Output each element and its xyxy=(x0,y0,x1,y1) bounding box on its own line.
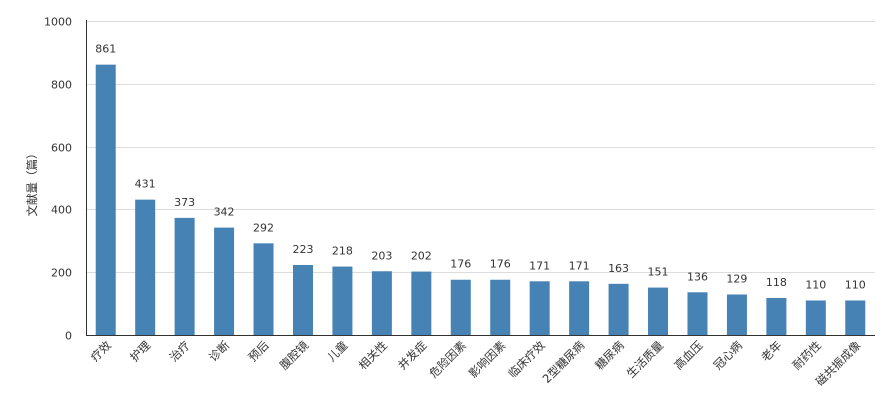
bar xyxy=(450,279,471,335)
data-label: 136 xyxy=(687,270,708,283)
x-tick-label: 老年 xyxy=(758,338,784,364)
bars xyxy=(95,64,866,336)
bar xyxy=(411,271,432,335)
data-label: 431 xyxy=(135,178,156,191)
y-tick-label: 600 xyxy=(51,142,72,155)
data-label: 176 xyxy=(490,258,511,271)
bar xyxy=(214,227,235,335)
bar xyxy=(253,243,274,335)
bar xyxy=(569,281,590,335)
bar xyxy=(95,64,116,336)
bar xyxy=(490,279,511,335)
x-tick-label: 耐药性 xyxy=(790,338,824,372)
value-labels: 861 431 373 342 292 223 218 203 202 176 176 171 171 1… xyxy=(95,43,866,292)
x-tick-label: 2型糖尿病 xyxy=(540,338,588,386)
x-tick-label: 预后 xyxy=(245,338,271,364)
x-tick-label: 生活质量 xyxy=(624,338,666,380)
bar xyxy=(805,300,826,335)
y-tick-label: 1000 xyxy=(44,16,72,29)
bar xyxy=(845,300,866,335)
y-axis-label: 文献量（篇） xyxy=(25,148,39,217)
bar xyxy=(135,199,156,335)
x-tick-label: 护理 xyxy=(127,338,154,365)
y-tick-label: 400 xyxy=(51,204,72,217)
data-label: 861 xyxy=(95,43,116,56)
y-tick-label: 0 xyxy=(65,330,72,343)
x-tick-label: 高血压 xyxy=(671,338,705,372)
bar xyxy=(608,283,629,335)
x-tick-label: 相关性 xyxy=(356,338,390,372)
data-label: 223 xyxy=(292,243,313,256)
data-label: 292 xyxy=(253,221,274,234)
y-tick-label: 200 xyxy=(51,267,72,280)
x-tick-label: 诊断 xyxy=(206,338,233,365)
data-label: 373 xyxy=(174,196,195,209)
x-tick-label: 治疗 xyxy=(167,338,193,364)
data-label: 118 xyxy=(766,276,787,289)
x-tick-label: 危险因素 xyxy=(426,338,468,380)
data-label: 110 xyxy=(805,278,826,291)
data-label: 129 xyxy=(726,272,747,285)
bar xyxy=(766,297,787,335)
bar xyxy=(726,294,747,335)
y-axis-ticks: 0 200 400 600 800 1000 xyxy=(44,16,72,343)
bar xyxy=(174,217,195,335)
grid-lines xyxy=(86,21,875,273)
data-label: 163 xyxy=(608,262,629,275)
bar xyxy=(529,281,550,335)
x-tick-label: 儿童 xyxy=(324,338,350,364)
x-tick-label: 糖尿病 xyxy=(592,338,627,373)
x-tick-label: 疗效 xyxy=(88,338,115,365)
data-label: 171 xyxy=(569,259,590,272)
x-tick-label: 影响因素 xyxy=(466,338,508,380)
y-tick-label: 800 xyxy=(51,79,72,92)
data-label: 202 xyxy=(411,250,432,263)
bar xyxy=(371,271,392,335)
data-label: 171 xyxy=(529,259,550,272)
data-label: 110 xyxy=(845,278,866,291)
x-tick-label: 冠心病 xyxy=(711,338,746,373)
x-tick-label: 并发症 xyxy=(395,338,430,373)
data-label: 218 xyxy=(332,245,353,258)
bar xyxy=(687,292,708,335)
data-label: 203 xyxy=(371,249,392,262)
data-label: 342 xyxy=(214,206,235,219)
data-label: 151 xyxy=(648,266,669,279)
bar xyxy=(332,266,353,335)
data-label: 176 xyxy=(450,258,471,271)
x-tick-label: 腹腔镜 xyxy=(277,338,312,373)
bar xyxy=(648,287,669,335)
bar xyxy=(292,264,313,335)
